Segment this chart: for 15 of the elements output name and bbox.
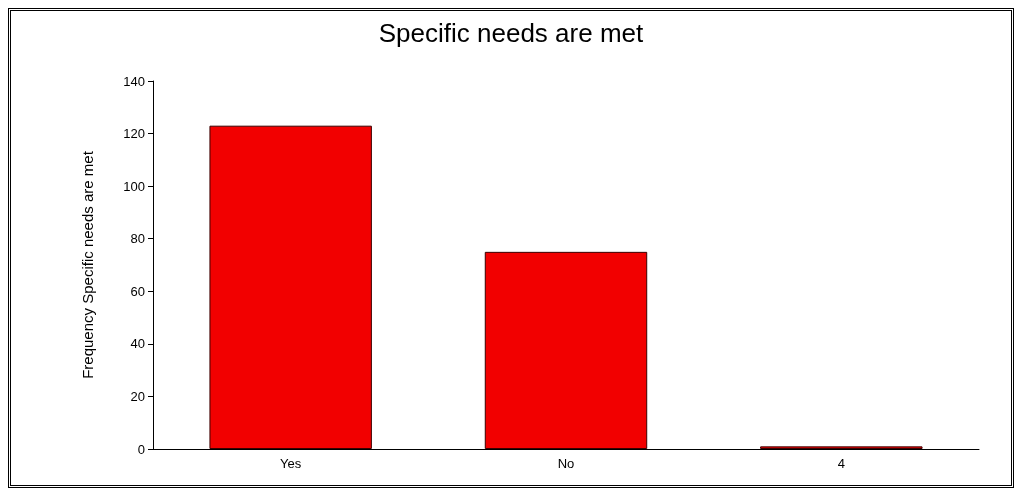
chart-title: Specific needs are met bbox=[378, 18, 645, 48]
y-tick-label: 140 bbox=[123, 73, 145, 89]
y-tick-label: 40 bbox=[130, 336, 145, 352]
y-axis-title: Frequency Specific needs are met bbox=[79, 150, 96, 379]
bar bbox=[484, 251, 648, 449]
x-tick-label: Yes bbox=[280, 456, 302, 471]
y-tick-label: 80 bbox=[130, 231, 145, 247]
y-tick-label: 60 bbox=[130, 283, 145, 299]
y-tick-label: 120 bbox=[123, 126, 145, 142]
x-tick-label: No bbox=[557, 456, 575, 471]
y-tick-label: 100 bbox=[123, 178, 145, 194]
y-tick-label: 20 bbox=[130, 388, 145, 404]
y-tick-label: 0 bbox=[137, 441, 145, 457]
x-tick-label: 4 bbox=[837, 456, 845, 471]
bar bbox=[209, 125, 372, 449]
